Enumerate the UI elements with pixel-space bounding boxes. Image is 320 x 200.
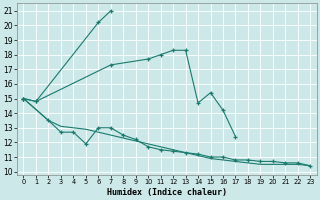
X-axis label: Humidex (Indice chaleur): Humidex (Indice chaleur) [107,188,227,197]
